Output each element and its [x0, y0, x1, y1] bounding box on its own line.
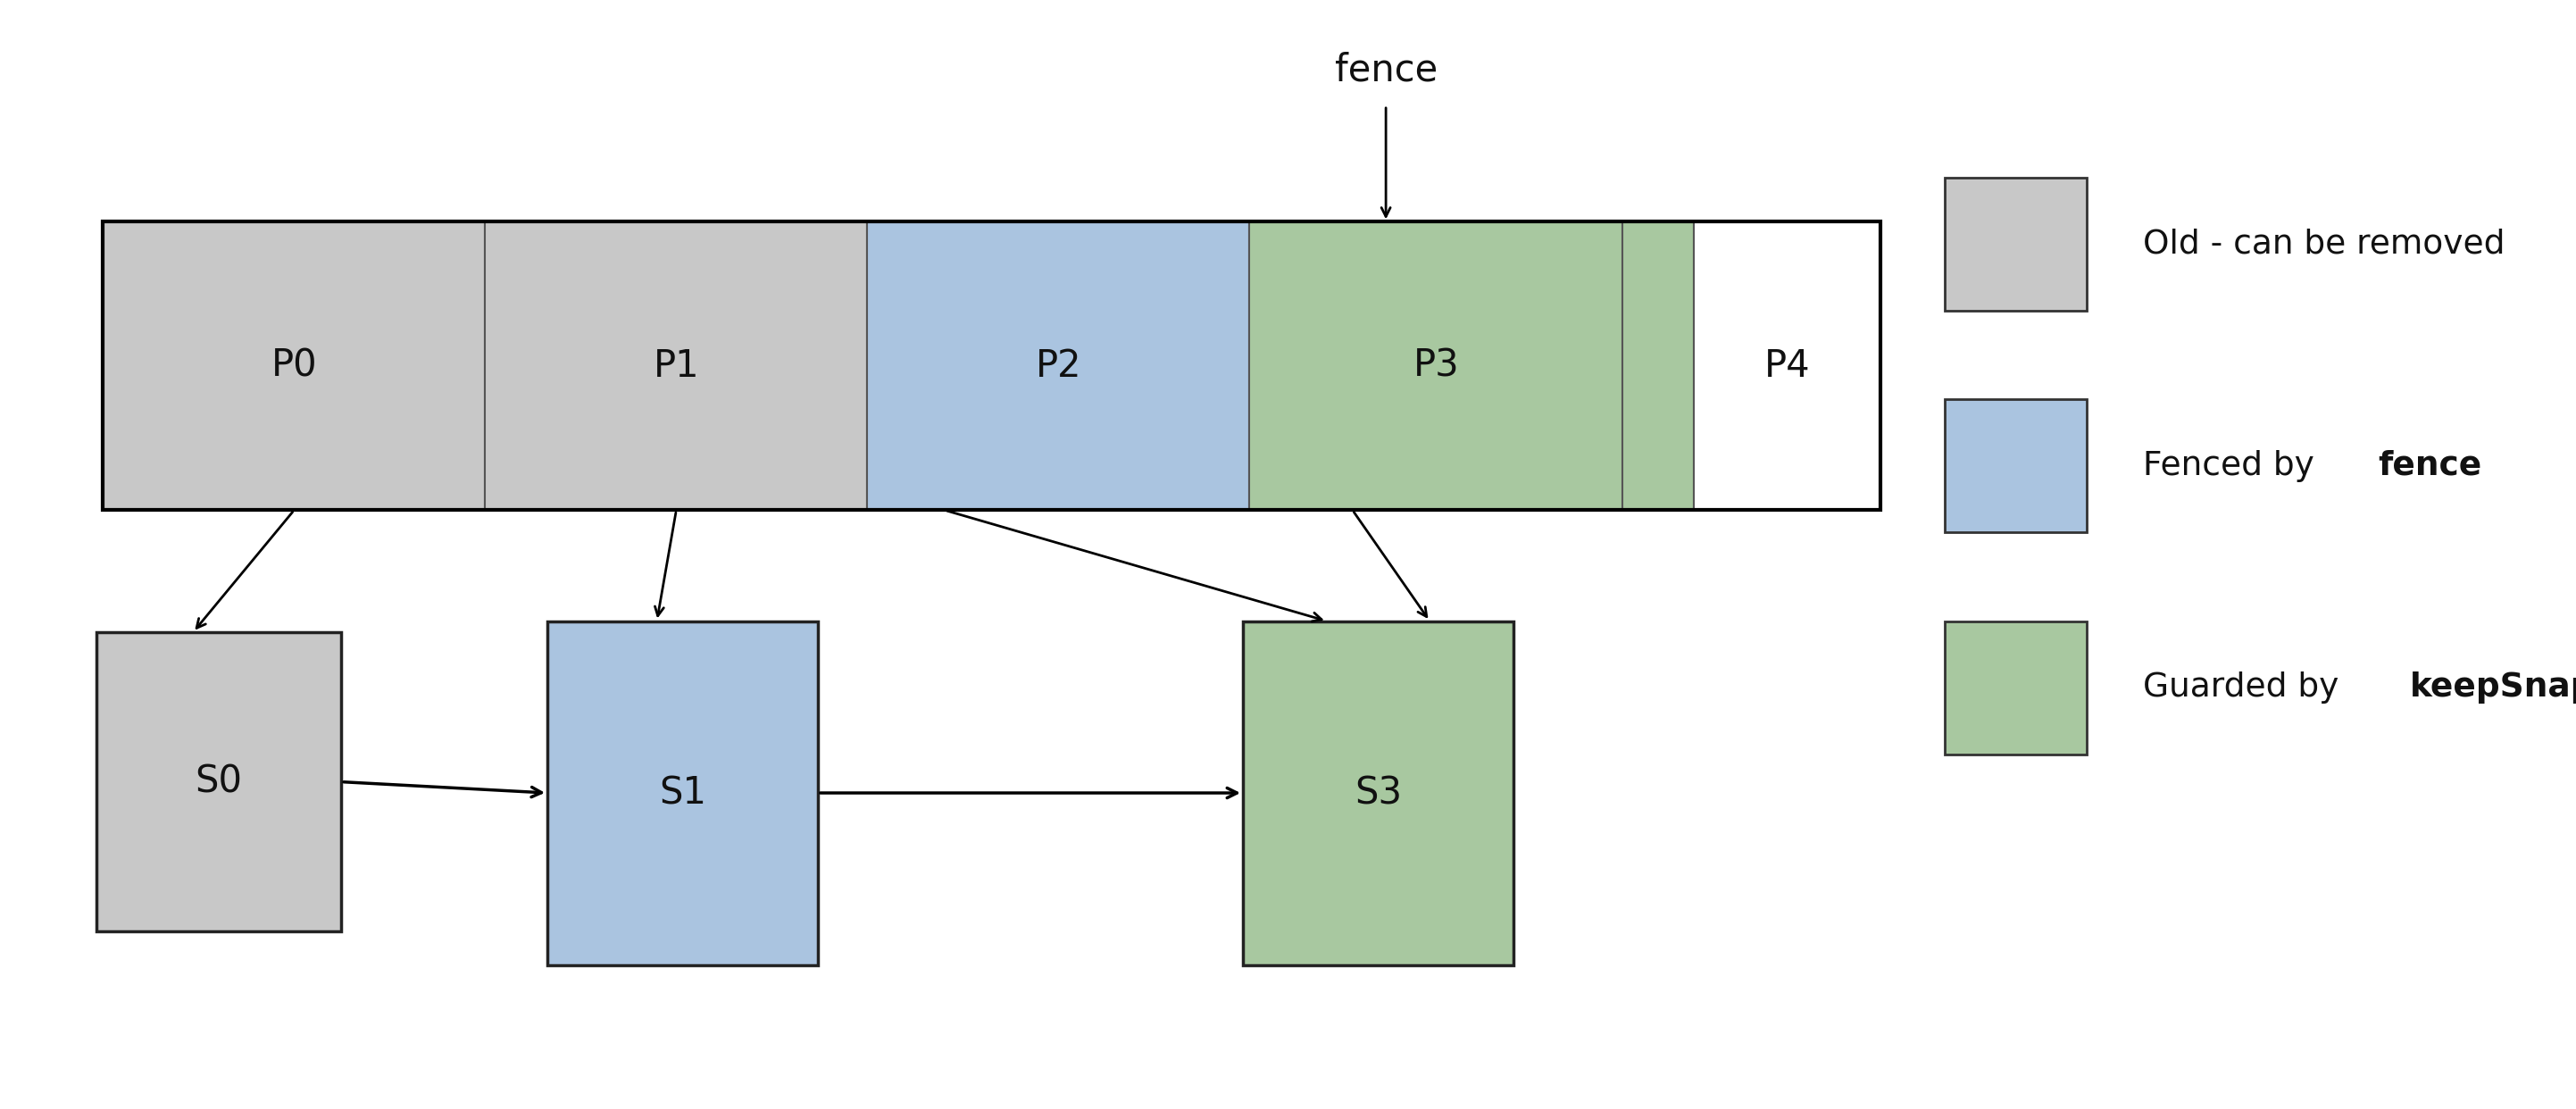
- Text: Old - can be removed: Old - can be removed: [2143, 228, 2506, 260]
- Text: S1: S1: [659, 774, 706, 812]
- Text: P2: P2: [1036, 347, 1082, 385]
- Text: Guarded by: Guarded by: [2143, 672, 2349, 703]
- Text: fence: fence: [2378, 450, 2481, 481]
- Bar: [1244, 621, 1515, 965]
- Bar: [98, 632, 340, 932]
- Bar: [1945, 177, 2087, 311]
- Text: P3: P3: [1414, 347, 1458, 385]
- Text: P4: P4: [1765, 347, 1811, 385]
- Bar: [1623, 222, 1695, 510]
- Bar: [868, 222, 1249, 510]
- Bar: [103, 222, 484, 510]
- Bar: [484, 222, 868, 510]
- Bar: [103, 222, 1880, 510]
- Text: S3: S3: [1355, 774, 1401, 812]
- Text: fence: fence: [1334, 51, 1437, 89]
- Text: P0: P0: [270, 347, 317, 385]
- Bar: [549, 621, 819, 965]
- Bar: [1945, 399, 2087, 532]
- Text: S0: S0: [196, 763, 242, 801]
- Bar: [1695, 222, 1880, 510]
- Text: Fenced by: Fenced by: [2143, 450, 2326, 481]
- Bar: [1945, 621, 2087, 754]
- Text: P1: P1: [654, 347, 698, 385]
- Text: keepSnapshotsAtLeast: keepSnapshotsAtLeast: [2409, 672, 2576, 703]
- Bar: [1249, 222, 1623, 510]
